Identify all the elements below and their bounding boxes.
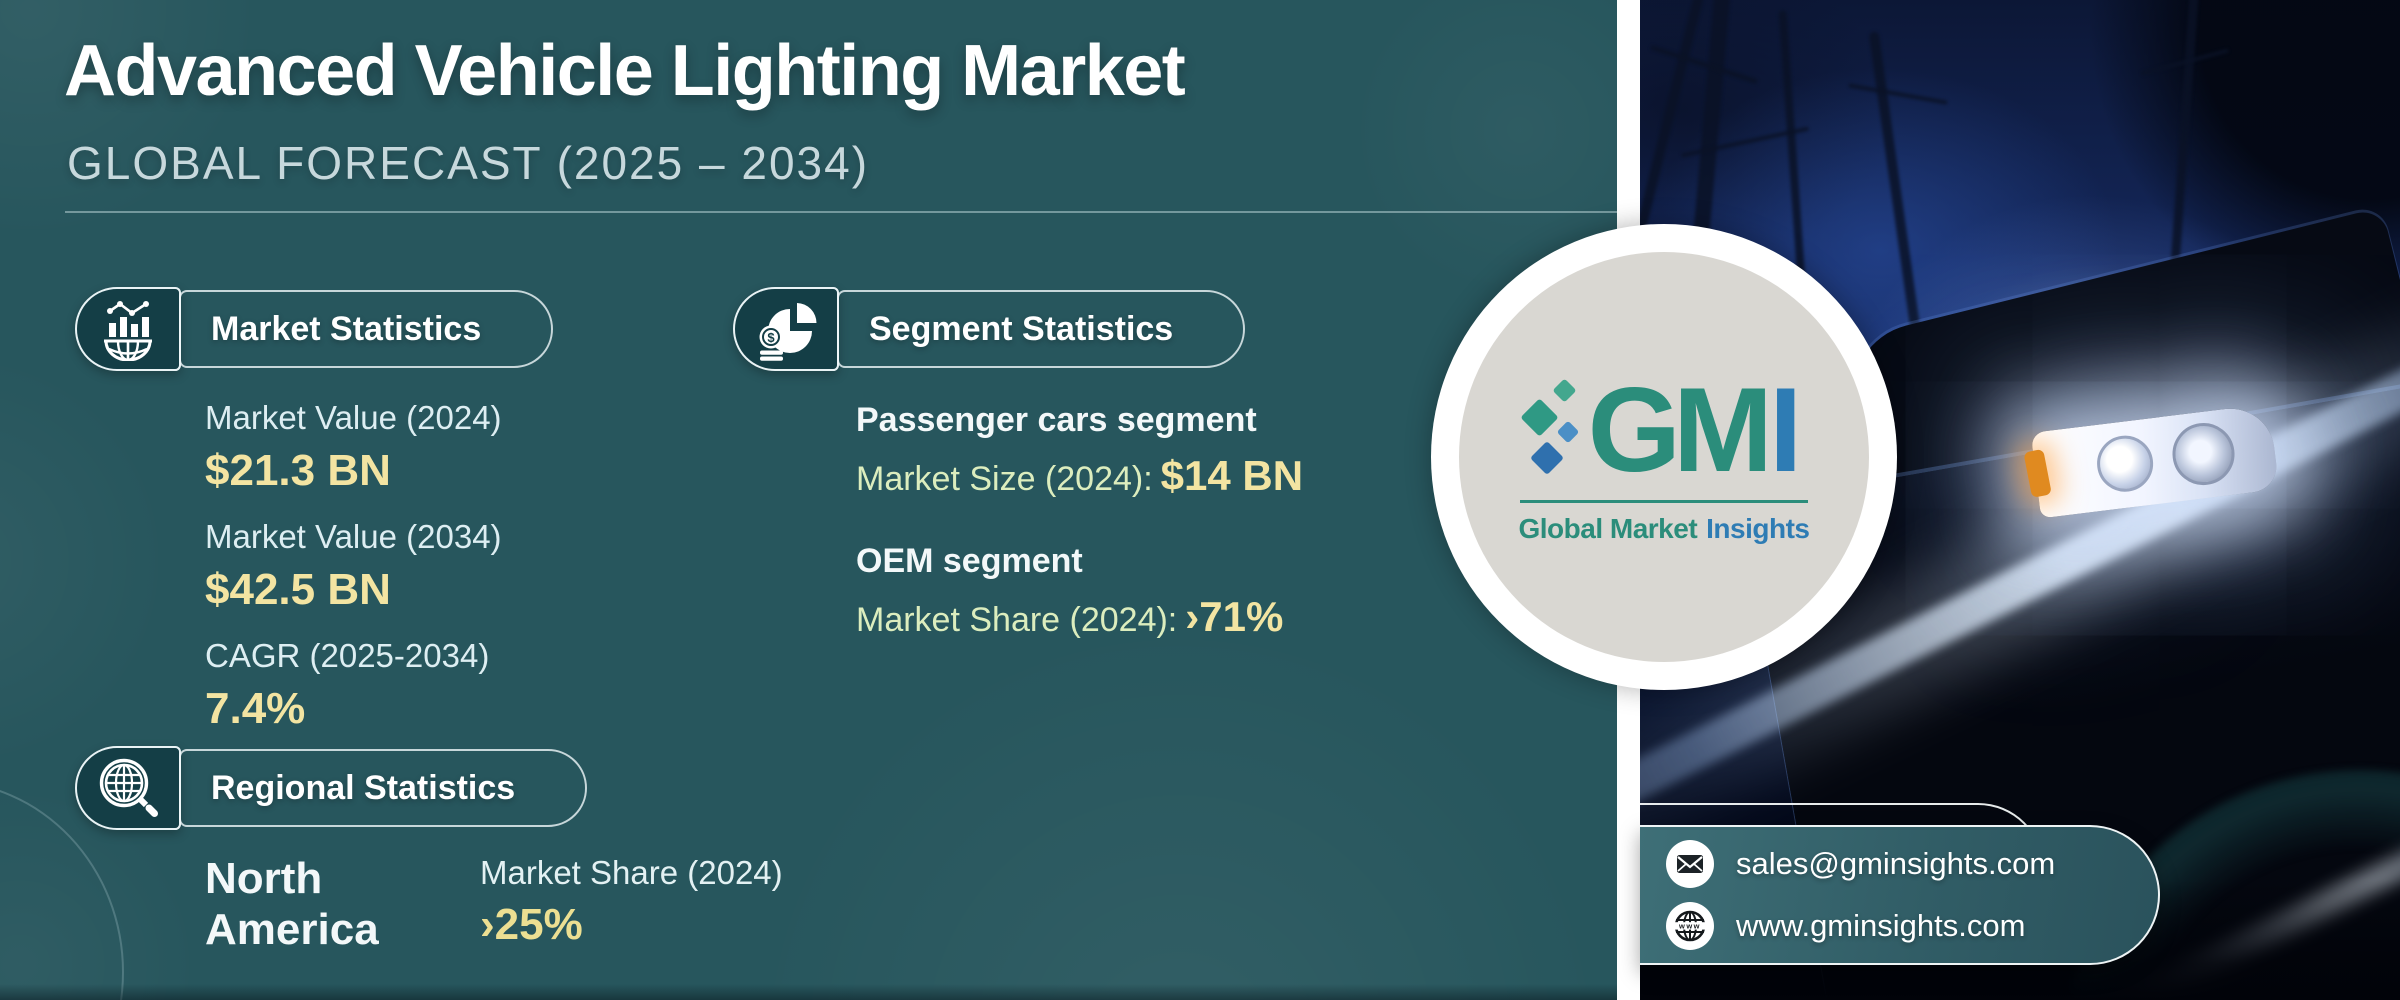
- bar-chart-globe-icon: [75, 287, 181, 371]
- gmi-letters-gm: GM: [1587, 362, 1773, 497]
- website-url[interactable]: www.gminsights.com: [1736, 908, 2026, 943]
- region-stat-value: ›25%: [480, 900, 583, 949]
- logo-tagline: Global Market Insights: [1518, 512, 1810, 545]
- gmi-logo: GM I Global Market Insights: [1459, 252, 1869, 662]
- segment-name: Passenger cars segment: [856, 401, 1257, 439]
- globe-www-icon: www: [1666, 902, 1714, 950]
- segment-stat-line: Market Share (2024): ›71%: [856, 593, 1303, 641]
- segment-stat-label: Market Share (2024):: [856, 601, 1178, 639]
- regional-statistics-title: Regional Statistics: [211, 768, 516, 807]
- gmi-diamonds-icon: [1520, 377, 1584, 486]
- headlight-lens: [2168, 419, 2239, 489]
- svg-text:$: $: [767, 330, 775, 345]
- segment-statistics-section: $ Segment Statistics Passenger cars segm…: [733, 287, 1303, 641]
- gmi-letter-i: I: [1768, 362, 1803, 497]
- headlight-lens: [2093, 432, 2157, 495]
- tagline-insights: Insights: [1706, 512, 1810, 544]
- region-stat: Market Share (2024) ›25%: [480, 854, 783, 955]
- market-statistics-section: Market Statistics Market Value (2024) $2…: [75, 287, 554, 734]
- segment-statistics-title: Segment Statistics: [869, 309, 1174, 348]
- region-stat-label: Market Share (2024): [480, 854, 783, 891]
- tagline-global-market: Global Market: [1518, 512, 1698, 544]
- contact-card: sales@gminsights.com www www.gminsights.…: [1640, 825, 2160, 965]
- page-title: Advanced Vehicle Lighting Market: [64, 31, 1186, 111]
- segment-statistics-header: $ Segment Statistics: [733, 287, 1303, 371]
- stat-label: Market Value (2034): [205, 518, 502, 555]
- segment-stat-value: ›71%: [1185, 593, 1284, 640]
- logo-divider-line: [1520, 499, 1808, 503]
- tree-branch: [1649, 44, 1759, 85]
- tree-silhouette: [2169, 0, 2200, 280]
- svg-text:www: www: [1678, 921, 1701, 930]
- pie-chart-coin-icon: $: [733, 287, 839, 371]
- stat-value: $42.5 BN: [205, 565, 391, 614]
- market-statistics-body: Market Value (2024) $21.3 BN Market Valu…: [205, 399, 553, 734]
- stat-value: $21.3 BN: [205, 446, 391, 495]
- globe-magnifier-icon: [75, 746, 181, 830]
- website-row[interactable]: www www.gminsights.com: [1666, 902, 2158, 950]
- email-row[interactable]: sales@gminsights.com: [1666, 840, 2158, 888]
- regional-statistics-pill: Regional Statistics: [179, 749, 588, 827]
- segment-stat-line: Market Size (2024): $14 BN: [856, 452, 1303, 500]
- market-statistics-header: Market Statistics: [75, 287, 554, 371]
- gmi-logo-badge: GM I Global Market Insights: [1431, 224, 1897, 690]
- email-address[interactable]: sales@gminsights.com: [1736, 846, 2056, 881]
- stat-label: CAGR (2025-2034): [205, 637, 490, 674]
- stat-value: 7.4%: [205, 684, 306, 733]
- stat-label: Market Value (2024): [205, 399, 502, 436]
- regional-statistics-body: North America Market Share (2024) ›25%: [205, 854, 783, 955]
- envelope-icon: [1666, 840, 1714, 888]
- segment-statistics-body: Passenger cars segment Market Size (2024…: [856, 401, 1303, 641]
- left-panel: Advanced Vehicle Lighting Market GLOBAL …: [0, 0, 1617, 1000]
- market-statistics-title: Market Statistics: [211, 309, 482, 348]
- regional-statistics-section: Regional Statistics North America Market…: [75, 746, 783, 955]
- gmi-monogram: GM I: [1520, 362, 1803, 497]
- segment-name: OEM segment: [856, 542, 1083, 580]
- region-name: North America: [205, 854, 379, 954]
- market-statistics-pill: Market Statistics: [179, 290, 554, 368]
- regional-statistics-header: Regional Statistics: [75, 746, 783, 830]
- tree-branch: [1848, 83, 1948, 105]
- segment-stat-label: Market Size (2024):: [856, 460, 1153, 498]
- page-subtitle: GLOBAL FORECAST (2025 – 2034): [67, 137, 870, 189]
- segment-statistics-pill: Segment Statistics: [837, 290, 1246, 368]
- header-divider-line: [65, 211, 1617, 213]
- segment-stat-value: $14 BN: [1160, 452, 1304, 499]
